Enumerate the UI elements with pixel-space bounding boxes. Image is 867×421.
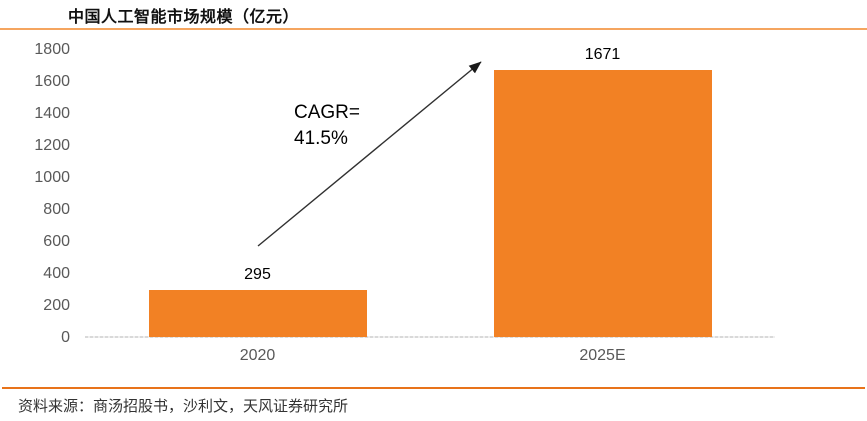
- chart-title: 中国人工智能市场规模（亿元）: [68, 9, 300, 26]
- y-tick-label: 1200: [34, 137, 70, 154]
- x-tick-label-2025E: 2025E: [579, 347, 626, 364]
- x-axis-line: [85, 336, 775, 338]
- x-tick-label-2020: 2020: [239, 347, 276, 364]
- value-label-2020: 295: [244, 266, 271, 283]
- y-tick-label: 1800: [34, 41, 70, 58]
- source-text: 资料来源：商汤招股书，沙利文，天风证券研究所: [18, 398, 349, 415]
- cagr-annotation-line2: 41.5%: [294, 128, 348, 149]
- cagr-annotation-line1: CAGR=: [294, 102, 360, 123]
- y-tick-label: 200: [43, 297, 70, 314]
- title-underline: [0, 28, 867, 30]
- bar-2020: [148, 290, 367, 337]
- y-tick-label: 800: [43, 201, 70, 218]
- y-tick-label: 1000: [34, 169, 70, 186]
- y-tick-label: 1600: [34, 73, 70, 90]
- cagr-annotation: CAGR= 41.5%: [294, 100, 360, 152]
- source-divider: [2, 387, 865, 389]
- y-tick-label: 400: [43, 265, 70, 282]
- y-tick-label: 1400: [34, 105, 70, 122]
- y-tick-label: 0: [61, 329, 70, 346]
- y-tick-label: 600: [43, 233, 70, 250]
- bar-2025E: [493, 70, 712, 337]
- value-label-2025E: 1671: [584, 46, 621, 63]
